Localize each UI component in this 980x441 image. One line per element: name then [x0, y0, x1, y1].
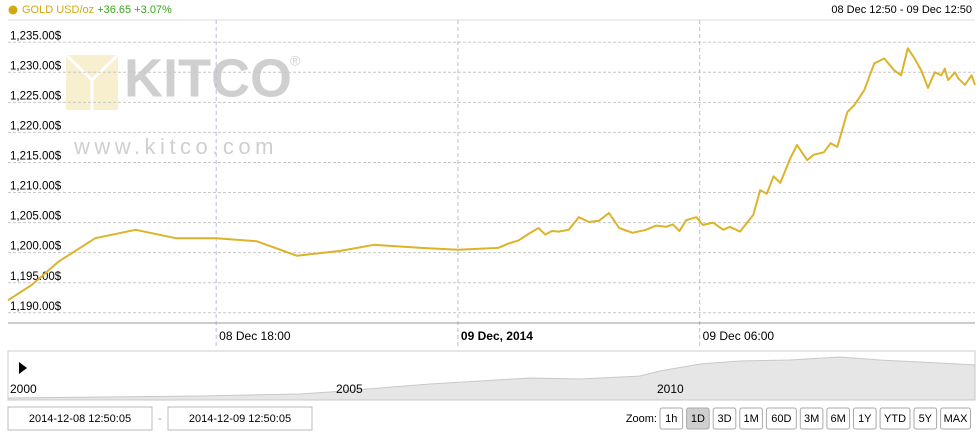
legend-dot: [8, 5, 18, 15]
zoom-button-label[interactable]: 1Y: [858, 413, 872, 425]
separator: -: [158, 413, 162, 425]
date-to: 2014-12-09 12:50:05: [189, 413, 291, 425]
controls: 2014-12-08 12:50:05 - 2014-12-09 12:50:05 Z…: [7, 406, 971, 431]
brand: KITCO: [124, 48, 292, 108]
header: GOLD USD/oz +36.65 +3.07%: [22, 4, 172, 16]
change: +36.65: [97, 4, 131, 16]
zoom-button-label[interactable]: 6M: [831, 413, 846, 425]
y-tick-label: 1,230.00$: [10, 60, 62, 72]
zoom-button-label[interactable]: YTD: [884, 413, 906, 425]
registered: ®: [290, 53, 301, 69]
zoom-button[interactable]: [799, 407, 824, 430]
zoom-button-label[interactable]: 60D: [771, 413, 791, 425]
navigator-label: 2010: [657, 382, 684, 396]
zoom-button[interactable]: [940, 407, 971, 430]
zoom-button[interactable]: [765, 407, 797, 430]
zoom-button-label[interactable]: MAX: [944, 413, 969, 425]
zoom-button-label[interactable]: 1h: [665, 413, 677, 425]
play-button[interactable]: [19, 362, 27, 374]
x-tick-label: 09 Dec, 2014: [461, 329, 533, 343]
y-tick-label: 1,195.00$: [10, 271, 62, 283]
zoom-button-label[interactable]: 3D: [717, 413, 731, 425]
zoom-button-label[interactable]: 3M: [804, 413, 819, 425]
y-tick-label: 1,205.00$: [10, 211, 62, 223]
url: www.kitco.com: [73, 134, 278, 159]
navigator-label: 2005: [336, 382, 363, 396]
zoom-button[interactable]: [739, 407, 763, 430]
y-tick-label: 1,190.00$: [10, 301, 62, 313]
zoom-button[interactable]: [879, 407, 911, 430]
logo-icon-lines: [64, 53, 120, 110]
zoom-label: Zoom:: [626, 413, 657, 425]
x-tick-label: 08 Dec 18:00: [219, 329, 291, 343]
range: 08 Dec 12:50 - 09 Dec 12:50: [831, 4, 972, 16]
zoom-button[interactable]: [826, 407, 851, 430]
date-to-input[interactable]: [167, 406, 313, 431]
zoom-button[interactable]: [913, 407, 938, 430]
watermark: KITCO ® www.kitco.com: [64, 48, 301, 159]
navigator-area: [7, 356, 976, 401]
date-from-input[interactable]: [7, 406, 153, 431]
date-from: 2014-12-08 12:50:05: [29, 413, 131, 425]
zoom-button-label[interactable]: 5Y: [919, 413, 933, 425]
y-tick-label: 1,210.00$: [10, 181, 62, 193]
y-tick-label: 1,235.00$: [10, 30, 62, 42]
y-tick-label: 1,220.00$: [10, 120, 62, 132]
y-tick-label: 1,215.00$: [10, 151, 62, 163]
zoom-button-label[interactable]: 1M: [743, 413, 758, 425]
zoom-button[interactable]: [853, 407, 877, 430]
zoom-button[interactable]: [686, 407, 710, 430]
plot: 1,190.00$ 1,195.00$ 1,200.00$ 1,205.00$ 1,21…: [7, 19, 976, 348]
change-pct: +3.07%: [134, 4, 172, 16]
symbol: GOLD USD/oz: [22, 4, 94, 16]
price-line: [7, 47, 976, 302]
zoom-button[interactable]: [659, 407, 684, 430]
zoom-button[interactable]: [712, 407, 737, 430]
x-tick-label: 09 Dec 06:00: [703, 329, 775, 343]
y-tick-label: 1,225.00$: [10, 90, 62, 102]
navigator-label: 2000: [10, 382, 37, 396]
zoom-button-label[interactable]: 1D: [691, 413, 705, 425]
y-tick-label: 1,200.00$: [10, 241, 62, 253]
